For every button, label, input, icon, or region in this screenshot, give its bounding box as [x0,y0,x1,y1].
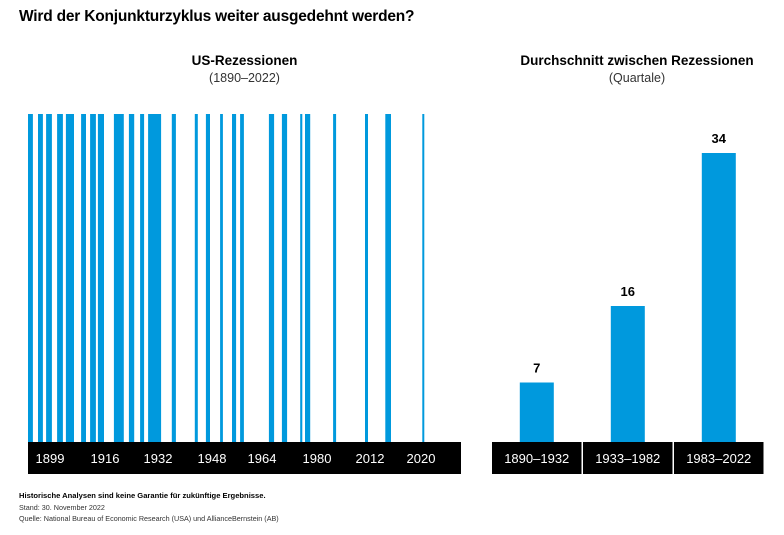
recession-bar [268,114,275,442]
average-bars: 7 16 34 [519,131,736,442]
recession-bar [140,114,145,442]
recession-bar [113,114,124,442]
disclaimer-text: Historische Analysen sind keine Garantie… [19,491,266,500]
average-bar [519,382,554,442]
tick-label: 1948 [198,451,227,466]
recession-bar [28,114,33,442]
left-chart-subtitle: (1890–2022) [209,71,280,85]
category-band [674,442,764,474]
date-text: Stand: 30. November 2022 [19,503,105,512]
timeline-tick-labels: 1899 1916 1932 1948 1964 1980 2012 2020 [36,451,436,466]
tick-label: 2012 [356,451,385,466]
average-bar [701,153,736,442]
recession-bar [128,114,135,442]
recession-bar [65,114,74,442]
recession-bar [365,114,368,442]
category-axis-bands: 1890–1932 1933–1982 1983–2022 [492,442,764,474]
tick-label: 1932 [144,451,173,466]
recession-bar [422,114,425,442]
recession-bar [46,114,52,442]
timeline-axis-band [28,442,461,474]
category-band [492,442,582,474]
recession-bar [220,114,223,442]
recession-bar [305,114,311,442]
recession-bar [281,114,288,442]
category-label: 1890–1932 [504,451,569,466]
recession-bar [205,114,210,442]
recession-bar [148,114,162,442]
tick-label: 2020 [407,451,436,466]
value-label: 16 [621,284,635,299]
category-label: 1983–2022 [686,451,751,466]
tick-label: 1980 [303,451,332,466]
category-label: 1933–1982 [595,451,660,466]
recession-bar [81,114,86,442]
category-band [583,442,673,474]
right-chart-subtitle: (Quartale) [608,71,666,85]
recession-bar [171,114,176,442]
recession-bar [38,114,43,442]
left-chart-title: US-Rezessionen [191,53,298,68]
recession-bar [90,114,96,442]
recession-bar [240,114,244,442]
recession-bar [385,114,391,442]
recession-bar [333,114,337,442]
tick-label: 1964 [248,451,277,466]
recession-bars [28,114,425,442]
recession-bar [194,114,198,442]
right-chart-title: Durchschnitt zwischen Rezessionen [520,53,754,68]
tick-label: 1899 [36,451,65,466]
page-title: Wird der Konjunkturzyklus weiter ausgede… [19,8,415,25]
recession-bar [57,114,63,442]
value-label: 7 [533,361,540,376]
tick-label: 1916 [91,451,120,466]
recession-bar [300,114,303,442]
recession-bar [232,114,237,442]
value-label: 34 [712,131,727,146]
recession-bar [97,114,104,442]
source-text: Quelle: National Bureau of Economic Rese… [19,514,279,523]
average-bar [610,306,645,442]
